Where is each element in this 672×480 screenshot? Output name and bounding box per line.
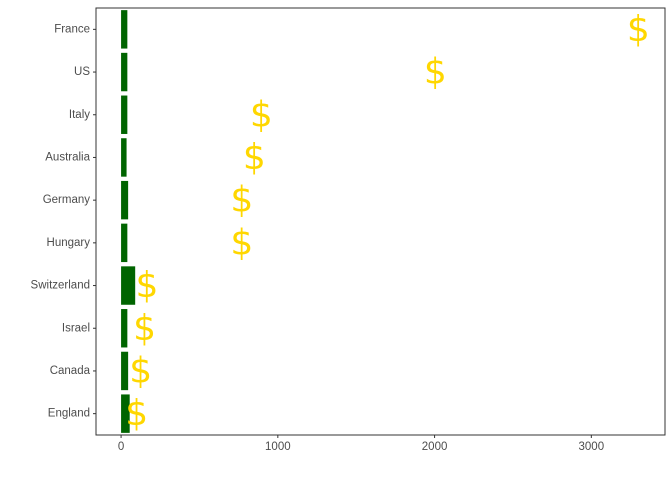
dollar-marker-hungary: $ [230, 222, 253, 263]
bar-germany [121, 180, 129, 220]
x-axis: 0 1000 2000 3000 [118, 435, 604, 453]
y-tick-label-us: US [74, 66, 90, 78]
bar-italy [121, 95, 128, 134]
x-tick-label-3000: 3000 [579, 441, 605, 453]
y-tick-label-canada: Canada [50, 365, 91, 377]
bar-england [121, 394, 130, 433]
dollar-marker-us: $ [424, 52, 447, 93]
x-tick-label-2000: 2000 [422, 441, 448, 453]
dollar-marker-england: $ [125, 393, 148, 434]
dollar-marker-switzerland: $ [135, 265, 158, 306]
bar-us [121, 52, 128, 92]
bar-france [121, 10, 128, 49]
dollar-marker-canada: $ [129, 350, 152, 391]
y-tick-label-england: England [48, 408, 90, 420]
y-tick-label-germany: Germany [43, 194, 91, 206]
y-tick-label-italy: Italy [69, 109, 90, 121]
bar-hungary [121, 223, 128, 263]
plot-panel-border [95, 7, 666, 436]
x-tick-label-1000: 1000 [265, 441, 291, 453]
y-tick-label-france: France [54, 23, 90, 35]
dollar-marker-france: $ [627, 9, 650, 50]
y-tick-label-australia: Australia [45, 151, 90, 163]
bar-canada [121, 351, 129, 391]
bar-israel [121, 309, 128, 348]
dollar-marker-italy: $ [250, 94, 273, 135]
y-tick-label-israel: Israel [62, 322, 90, 334]
y-tick-label-hungary: Hungary [47, 237, 91, 249]
bar-switzerland [121, 266, 136, 305]
bar-australia [121, 138, 127, 177]
chart-marks: $$$$$$$$$$ [121, 9, 650, 434]
dollar-marker-australia: $ [243, 137, 266, 178]
y-axis: France US Italy Australia Germany Hungary Swit… [31, 23, 96, 420]
y-tick-label-switzerland: Switzerland [31, 280, 90, 292]
x-tick-label-0: 0 [118, 441, 124, 453]
dollar-marker-germany: $ [230, 180, 253, 221]
dollar-marker-israel: $ [133, 308, 156, 349]
